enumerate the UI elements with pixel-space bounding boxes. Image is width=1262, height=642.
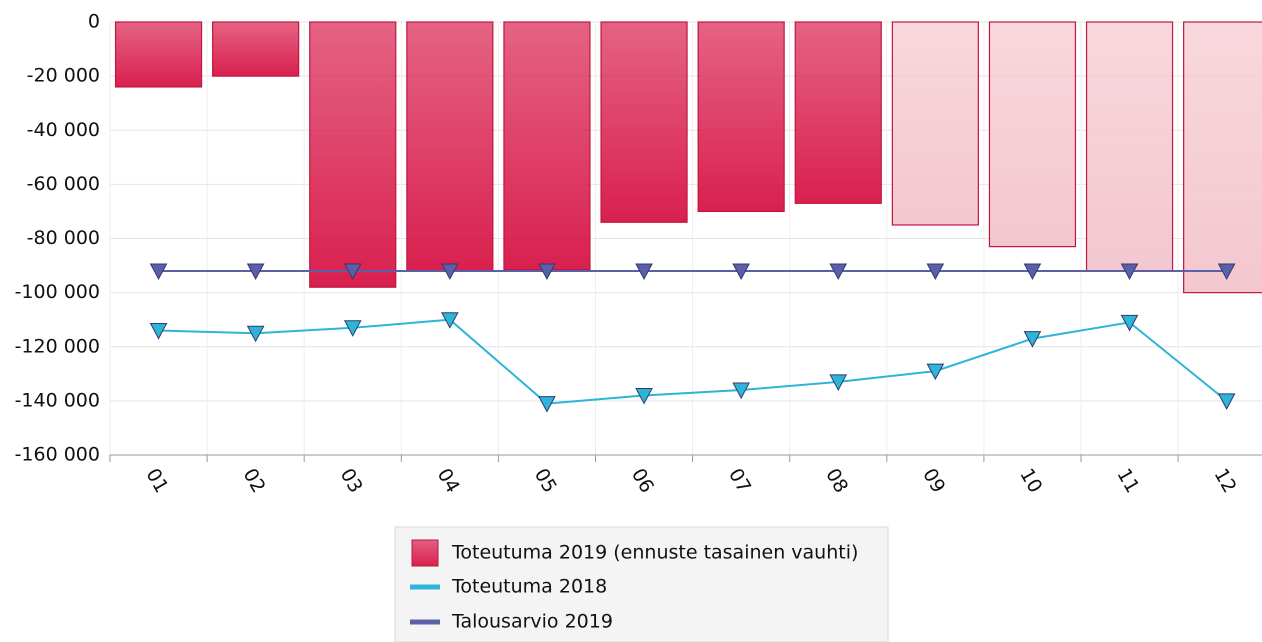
legend-swatch	[410, 584, 440, 590]
bar	[891, 21, 979, 226]
marker	[829, 374, 848, 391]
marker	[732, 263, 750, 281]
x-tick-label: 09	[918, 465, 949, 497]
bar	[697, 21, 785, 213]
marker	[538, 396, 556, 413]
marker	[732, 382, 750, 400]
legend-box	[394, 526, 889, 642]
bar	[309, 21, 397, 288]
marker	[635, 387, 653, 405]
x-tick-label: 12	[1210, 465, 1241, 497]
y-tick-label: -60 000	[27, 173, 100, 195]
bar	[406, 21, 494, 272]
bar	[1085, 21, 1174, 272]
marker	[441, 312, 459, 329]
line	[158, 318, 1228, 405]
y-tick-label: -80 000	[27, 227, 100, 249]
marker	[538, 263, 556, 281]
bar	[988, 21, 1077, 248]
marker	[635, 263, 653, 281]
bar	[503, 21, 591, 271]
x-tick-label: 06	[627, 465, 658, 497]
x-tick-label: 10	[1015, 465, 1046, 497]
legend-label: Talousarvio 2019	[451, 611, 613, 633]
bar	[212, 21, 300, 77]
bar	[794, 21, 882, 204]
marker	[1023, 331, 1042, 348]
marker	[149, 263, 168, 281]
marker	[343, 263, 362, 281]
marker	[926, 263, 945, 281]
marker	[926, 363, 945, 381]
x-tick-label: 01	[141, 465, 172, 497]
legend-swatch	[411, 539, 439, 567]
marker	[246, 325, 265, 343]
x-tick-label: 03	[336, 465, 367, 497]
y-tick-label: -120 000	[15, 335, 100, 357]
marker	[149, 323, 168, 340]
x-tick-label: 04	[433, 465, 464, 497]
y-tick-label: -140 000	[15, 389, 100, 411]
y-tick-label: -100 000	[15, 281, 100, 303]
x-tick-label: 07	[724, 465, 755, 497]
y-tick-label: -160 000	[15, 444, 100, 466]
marker	[1023, 263, 1042, 281]
marker	[441, 263, 459, 281]
marker	[1120, 314, 1139, 332]
x-tick-label: 05	[530, 465, 561, 497]
y-tick-label: 0	[88, 11, 100, 33]
marker	[246, 263, 265, 281]
marker	[829, 263, 848, 281]
x-tick-label: 02	[239, 465, 270, 497]
marker	[1120, 263, 1139, 281]
x-tick-label: 08	[821, 465, 852, 497]
bar	[1183, 21, 1262, 294]
x-tick-label: 11	[1112, 465, 1143, 497]
marker	[1217, 263, 1236, 281]
bar	[114, 21, 203, 88]
legend-label: Toteutuma 2018	[451, 576, 607, 598]
legend-label: Toteutuma 2019 (ennuste tasainen vauhti)	[451, 542, 858, 564]
y-tick-label: -20 000	[27, 65, 100, 87]
marker	[1217, 393, 1236, 410]
marker	[343, 320, 362, 337]
legend-swatch	[410, 619, 440, 625]
y-tick-label: -40 000	[27, 119, 100, 141]
bar	[600, 21, 688, 223]
